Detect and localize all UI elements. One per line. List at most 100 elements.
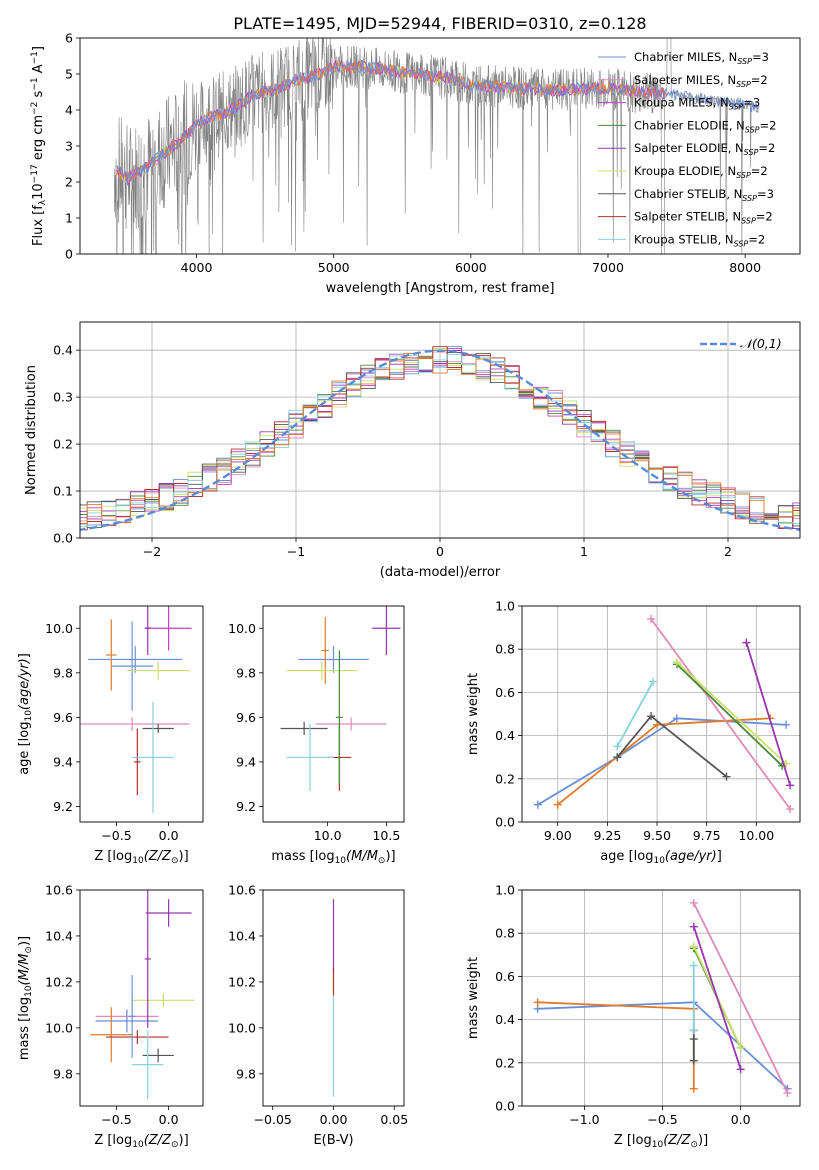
y-tick-label: 0.4 <box>53 343 73 358</box>
y-tick-label: 9.8 <box>53 1066 73 1081</box>
x-axis-label: age [log10(age/yr)] <box>600 849 722 866</box>
weight-marker <box>689 1084 698 1093</box>
y-tick-label: 0.0 <box>495 1099 515 1114</box>
x-axis-label-part: )] <box>179 1133 189 1148</box>
x-tick-label: 9.25 <box>593 828 621 843</box>
x-axis-label-part: E(B-V) <box>313 1133 353 1148</box>
weight-line-chabrier_elodie <box>676 663 783 767</box>
residual-histogram-salpeter_elodie <box>80 350 800 529</box>
y-axis-label-part: Flux [f <box>31 205 46 246</box>
weight-line-orange <box>537 1001 694 1010</box>
y-tick-label: 0.4 <box>495 1012 515 1027</box>
y-axis-label-part: −17 <box>30 164 40 183</box>
legend-label: Salpeter STELIB, NSSP=2 <box>634 210 773 226</box>
y-tick-label: 9.2 <box>53 799 73 814</box>
legend-label: Salpeter ELODIE, NSSP=2 <box>634 141 775 157</box>
y-tick-label: 9.2 <box>236 799 256 814</box>
y-tick-label: 10.0 <box>228 621 256 636</box>
legend-label-sub: SSP <box>737 57 752 66</box>
y-axis-label-part: 10 <box>24 710 34 722</box>
y-axis-label-part: mass [log <box>17 997 32 1060</box>
x-axis-label-part: 10 <box>653 856 665 866</box>
y-axis-label-part: A <box>31 64 46 77</box>
y-tick-label: 0.2 <box>495 771 515 786</box>
x-tick-label: 9.50 <box>643 828 671 843</box>
figure-title: PLATE=1495, MJD=52944, FIBERID=0310, z=0… <box>233 14 646 33</box>
weight-marker <box>613 753 622 762</box>
x-tick-label: 10.5 <box>372 828 400 843</box>
x-tick-label: 7000 <box>592 260 624 275</box>
y-tick-label: 1.0 <box>495 883 515 898</box>
x-axis-label: Z [log10(Z/Z⊙)] <box>94 849 188 866</box>
chart-panels: 4000 5000 6000 7000 8000 0 1 2 3 4 5 6 wavelength [A… <box>17 31 801 1150</box>
weight-line-orange <box>557 717 771 806</box>
y-axis-label-part: −1 <box>30 77 40 90</box>
x-axis-label-part: 10 <box>132 856 144 866</box>
errorbar-plot-mass_vs_Z <box>90 890 195 1100</box>
y-axis-label-part: age [log <box>17 722 32 775</box>
x-axis-label-part: wavelength [Angstrom, rest frame] <box>326 281 555 296</box>
legend-label-text: Salpeter ELODIE, N <box>634 141 744 155</box>
axes-age_vs_mass: 10.0 10.5 9.2 9.4 9.6 9.8 10.0 <box>228 621 400 843</box>
legend-label: Kroupa STELIB, NSSP=2 <box>634 232 765 248</box>
x-tick-label: 6000 <box>455 260 487 275</box>
weight-marker <box>736 1065 745 1074</box>
y-tick-label: 1 <box>65 211 73 226</box>
x-axis-label-part: ] <box>717 849 722 864</box>
y-tick-label: 10.6 <box>45 883 73 898</box>
y-tick-label: 0.4 <box>495 728 515 743</box>
x-axis-label: mass [log10(M/M⊙)] <box>271 849 395 866</box>
legend-label-sub: SSP <box>736 80 751 89</box>
weight-marker <box>672 714 681 723</box>
axes-frame <box>521 889 801 1107</box>
x-axis-label-part: ⊙ <box>171 856 179 866</box>
weight-marker <box>613 742 622 751</box>
y-tick-label: 10.4 <box>45 928 73 943</box>
y-axis-label-part: ] <box>31 46 46 51</box>
legend-label-sub: SSP <box>734 239 749 248</box>
y-axis-label-part: −1 <box>30 51 40 64</box>
legend-label-value: =2 <box>751 73 768 87</box>
y-tick-label: 9.8 <box>236 1066 256 1081</box>
y-axis-label-part: (age/yr) <box>17 658 32 710</box>
y-tick-label: 0.0 <box>53 531 73 546</box>
legend-label-sub: SSP <box>745 125 760 134</box>
weight-marker <box>782 720 791 729</box>
y-tick-label: 9.4 <box>53 754 73 769</box>
weight-marker <box>689 961 698 970</box>
weight-marker <box>533 800 542 809</box>
legend-label-value: =3 <box>743 96 760 110</box>
x-tick-label: 0.0 <box>159 828 179 843</box>
y-tick-label: 10.4 <box>228 928 256 943</box>
weight-marker <box>689 922 698 931</box>
weight-marker <box>689 1035 698 1044</box>
weight-marker <box>736 1043 745 1052</box>
x-tick-label: 0.0 <box>731 1112 751 1127</box>
legend-label-value: =2 <box>758 141 775 155</box>
residual-histogram-salpeter_stelib <box>80 346 800 531</box>
x-tick-label: −0.5 <box>101 828 131 843</box>
residual-histogram-chabrier_stelib <box>80 352 800 527</box>
legend-label: 𝒩(0,1) <box>740 336 782 351</box>
normal-curve <box>80 349 800 532</box>
x-tick-label: −0.05 <box>254 1112 292 1127</box>
x-axis-label-part: ⊙ <box>690 1140 698 1150</box>
y-tick-label: 0.1 <box>53 484 73 499</box>
y-axis-label-part: mass weight <box>466 673 481 755</box>
x-axis-label-part: 10 <box>335 856 347 866</box>
legend-label-sub: SSP <box>736 171 751 180</box>
y-axis-label-part: mass weight <box>466 957 481 1039</box>
y-axis-label-part: ] <box>17 653 32 658</box>
axes-frame <box>79 889 204 1107</box>
legend-label-text: Kroupa STELIB, N <box>634 232 734 246</box>
x-axis-label-part: (M/M <box>346 849 378 864</box>
x-tick-label: 10.0 <box>314 828 342 843</box>
weight-marker <box>689 1026 698 1035</box>
x-tick-label: 9.75 <box>693 828 721 843</box>
legend-label: Kroupa MILES, NSSP=3 <box>634 96 760 112</box>
errorbar-plot-age_vs_mass <box>280 606 401 791</box>
y-tick-label: 6 <box>65 31 73 46</box>
y-axis-label-part: ⊙ <box>24 946 34 954</box>
x-tick-label: 4000 <box>181 260 213 275</box>
weight-marker <box>786 805 795 814</box>
